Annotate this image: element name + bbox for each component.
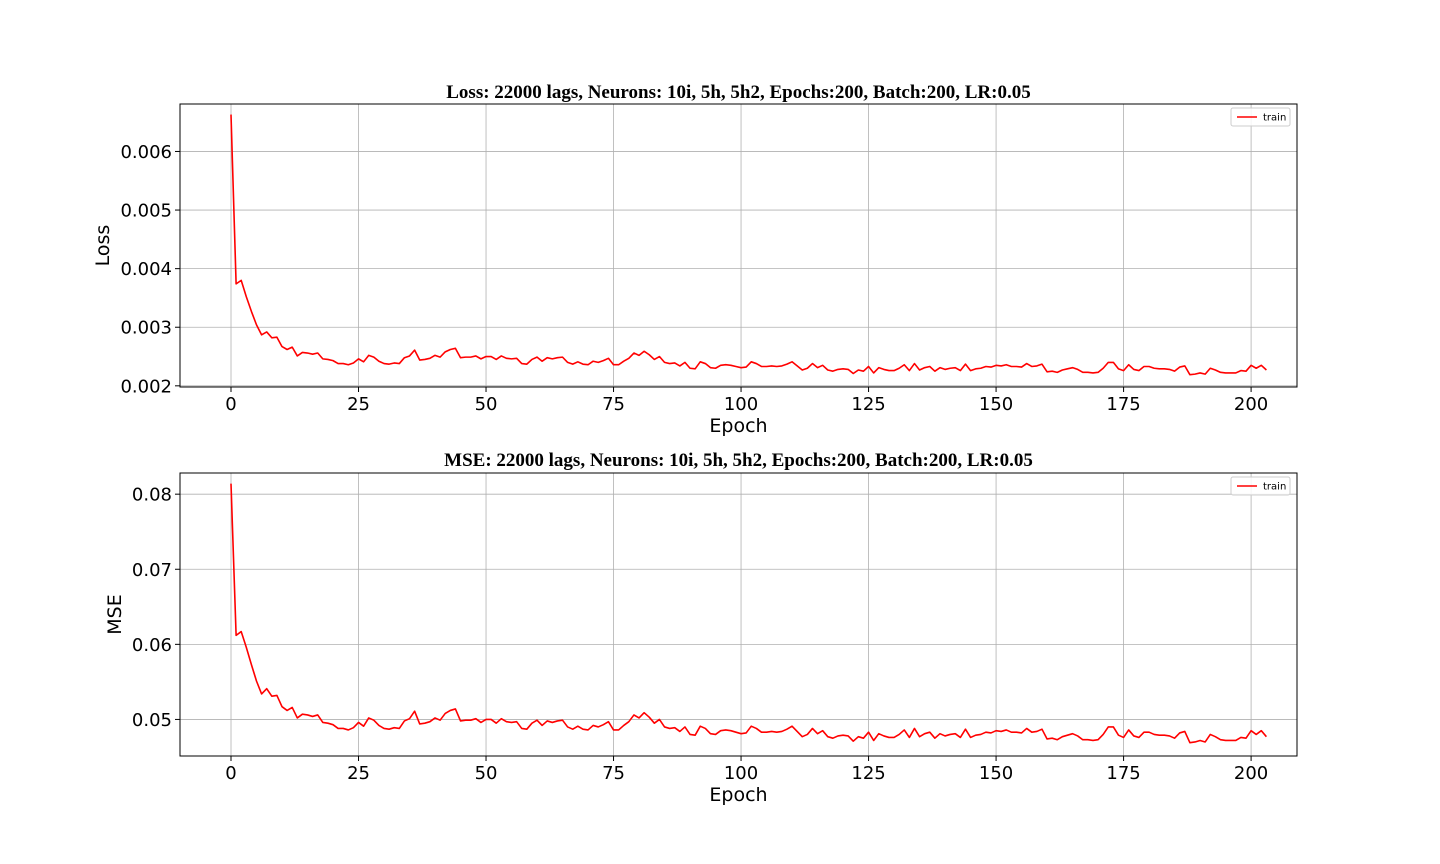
y-tick-label: 0.003 [120, 318, 172, 339]
y-tick-label: 0.08 [132, 485, 172, 506]
x-tick-label: 50 [475, 763, 498, 784]
legend: train [1230, 107, 1291, 127]
x-tick-label: 200 [1234, 763, 1268, 784]
x-tick-label: 175 [1106, 394, 1140, 415]
y-tick-label: 0.004 [120, 259, 172, 280]
y-tick-label: 0.05 [132, 710, 172, 731]
y-axis-label: Loss [92, 225, 114, 267]
series-line-train [230, 483, 1268, 744]
chart-1: MSE: 22000 lags, Neurons: 10i, 5h, 5h2, … [104, 450, 1298, 806]
y-tick-label: 0.07 [132, 560, 172, 581]
x-tick-label: 25 [347, 763, 370, 784]
legend: train [1230, 476, 1291, 496]
chart-0: Loss: 22000 lags, Neurons: 10i, 5h, 5h2,… [92, 82, 1298, 437]
x-axis-label: Epoch [709, 415, 767, 437]
x-tick-label: 100 [724, 763, 758, 784]
x-tick-label: 125 [851, 763, 885, 784]
x-tick-label: 100 [724, 394, 758, 415]
legend-box [1230, 107, 1291, 127]
y-tick-label: 0.06 [132, 635, 172, 656]
chart-title: Loss: 22000 lags, Neurons: 10i, 5h, 5h2,… [446, 82, 1030, 103]
legend-label: train [1263, 113, 1286, 124]
y-tick-label: 0.002 [120, 376, 172, 397]
x-tick-label: 0 [225, 763, 236, 784]
x-tick-label: 75 [602, 763, 625, 784]
y-axis-label: MSE [104, 594, 126, 634]
x-axis-label: Epoch [709, 784, 767, 806]
series-line-train [230, 114, 1267, 376]
x-tick-label: 200 [1234, 394, 1268, 415]
x-tick-label: 50 [475, 394, 498, 415]
plot-frame [179, 472, 1298, 757]
x-tick-label: 150 [979, 763, 1013, 784]
legend-label: train [1263, 482, 1286, 493]
x-tick-label: 75 [602, 394, 625, 415]
plot-frame [179, 103, 1298, 388]
chart-title: MSE: 22000 lags, Neurons: 10i, 5h, 5h2, … [444, 450, 1033, 471]
x-tick-label: 175 [1106, 763, 1140, 784]
legend-box [1230, 476, 1291, 496]
y-tick-label: 0.006 [120, 142, 172, 163]
y-tick-label: 0.005 [120, 201, 172, 222]
x-tick-label: 0 [225, 394, 236, 415]
x-tick-label: 150 [979, 394, 1013, 415]
x-tick-label: 125 [851, 394, 885, 415]
x-tick-label: 25 [347, 394, 370, 415]
